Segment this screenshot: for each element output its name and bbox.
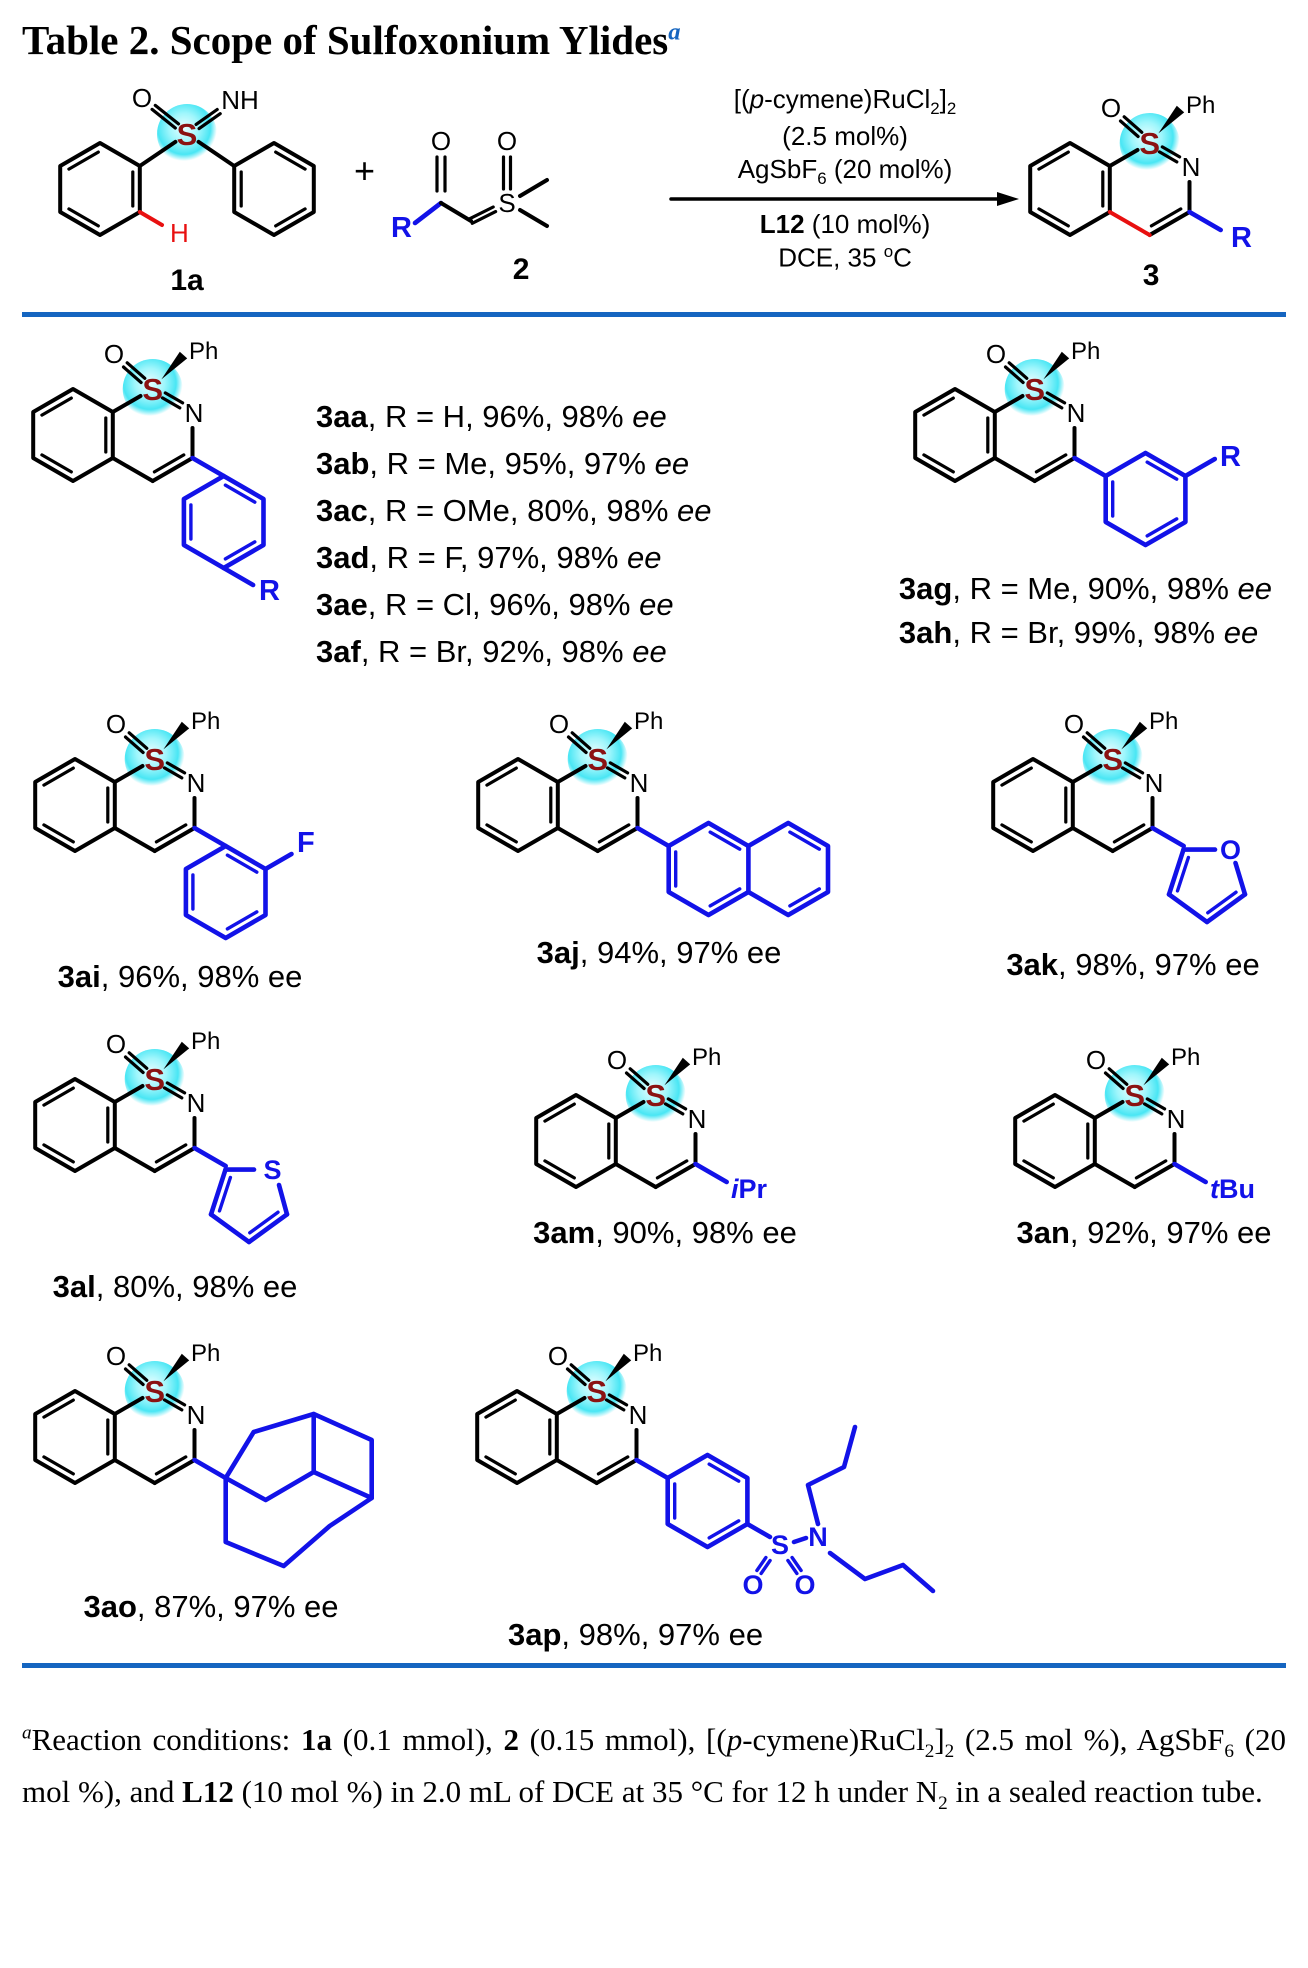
block-3ag-3ah: R 3ag, R = Me, 90%, 98% ee 3ah, R = Br, … [899, 325, 1272, 655]
block-3ai: F 3ai, 96%, 98% ee [30, 695, 330, 995]
structure-3am-isopropyl: iPr [531, 1031, 768, 1204]
plus-sign: + [354, 150, 376, 191]
structure-3ai-2-fluorophenyl: F [30, 695, 315, 941]
scope-row-2: F 3ai, 96%, 98% ee 3aj, 94%, 97% ee [22, 695, 1286, 995]
condition-catalyst: [(p-cymene)RuCl2]2 [733, 83, 957, 119]
entry-3ac: 3ac, R = OMe, 80%, 98% ee [316, 493, 712, 528]
reactant-2: R O O S 2 [377, 85, 665, 287]
block-3ak: O 3ak, 98%, 97% ee [988, 695, 1278, 983]
caption-3aj: 3aj, 94%, 97% ee [536, 935, 782, 970]
structure-3an-tert-butyl: tBu [1010, 1031, 1255, 1204]
block-3ao: 3ao, 87%, 97% ee [30, 1327, 392, 1625]
caption-3am: 3am, 90%, 98% ee [533, 1215, 797, 1250]
caption-3ao: 3ao, 87%, 97% ee [83, 1589, 339, 1624]
caption-3al: 3al, 80%, 98% ee [52, 1269, 298, 1304]
reaction-scheme: O NH S H 1a + R O O [22, 74, 1286, 298]
condition-solvent-temp: DCE, 35 oC [778, 242, 912, 273]
entries-3aa-3af: 3aa, R = H, 96%, 98% ee 3ab, R = Me, 95%… [316, 393, 712, 675]
r-group-label: R [1220, 441, 1241, 473]
structure-2-sulfoxonium-ylide: R O O S [391, 126, 550, 244]
r-group-label: R [391, 212, 412, 244]
entry-3ab: 3ab, R = Me, 95%, 97% ee [316, 446, 690, 481]
furan-oxygen-label: O [1220, 835, 1241, 865]
amine-nitrogen-label: N [808, 1522, 828, 1552]
sulfur-label: S [177, 117, 198, 152]
structure-3al-thiophen-2-yl: S [30, 1015, 290, 1245]
table-title: Table 2. Scope of Sulfoxonium Ylidesa [22, 17, 681, 63]
ortho-ch-label: H [170, 218, 189, 248]
sulfur-label: S [498, 188, 515, 218]
caption-3an: 3an, 92%, 97% ee [1016, 1215, 1272, 1250]
label-2: 2 [512, 253, 530, 286]
entry-3ag: 3ag, R = Me, 90%, 98% ee [898, 571, 1272, 606]
scope-row-1: R 3aa, R = H, 96%, 98% ee 3ab, R = Me, 9… [22, 325, 1286, 675]
structure-3ap-sulfonamide-aryl: S O O N [472, 1327, 936, 1600]
condition-catalyst-loading: (2.5 mol%) [782, 120, 908, 151]
sulfonyl-sulfur-label: S [771, 1530, 789, 1560]
block-3an: tBu 3an, 92%, 97% ee [1010, 1031, 1278, 1251]
bottom-divider [22, 1663, 1286, 1668]
condition-silver-salt: AgSbF6 (20 mol%) [737, 154, 953, 189]
tert-butyl-label: tBu [1210, 1174, 1255, 1204]
label-3: 3 [1142, 259, 1160, 292]
oxygen-label: O [132, 83, 152, 113]
caption-3ai: 3ai, 96%, 98% ee [57, 959, 303, 994]
r-group-label: R [259, 575, 280, 607]
caption-3ak: 3ak, 98%, 97% ee [1006, 947, 1260, 982]
structure-3ak-furan-2-yl: O [988, 695, 1248, 925]
sulfoxide-oxygen-label: O [497, 126, 517, 156]
r-group-label: R [1231, 222, 1252, 254]
scope-row-3: S 3al, 80%, 98% ee iPr 3am, 90%, 98% ee … [22, 1015, 1286, 1305]
structure-3ao-adamantyl [30, 1327, 374, 1569]
top-divider [22, 312, 1286, 317]
structure-3-product: R [1025, 79, 1252, 254]
entry-3af: 3af, R = Br, 92%, 98% ee [316, 634, 667, 669]
block-3am: iPr 3am, 90%, 98% ee [531, 1031, 799, 1251]
thiophene-sulfur-label: S [263, 1155, 281, 1185]
structure-3ag-3ah-meta-aryl: R [910, 325, 1241, 548]
sulfonyl-oxygen-label: O [742, 1570, 763, 1600]
block-3aj: 3aj, 94%, 97% ee [473, 695, 845, 971]
label-1a: 1a [170, 264, 204, 297]
entry-3ah: 3ah, R = Br, 99%, 98% ee [898, 615, 1259, 650]
entry-3aa: 3aa, R = H, 96%, 98% ee [316, 399, 667, 434]
reaction-arrow [669, 191, 1020, 206]
reactant-1a: O NH S H 1a [22, 74, 352, 298]
condition-ligand: L12 (10 mol%) [759, 208, 931, 239]
entries-3ag-3ah: 3ag, R = Me, 90%, 98% ee 3ah, R = Br, 99… [899, 567, 1272, 655]
entry-3ad: 3ad, R = F, 97%, 98% ee [316, 540, 662, 575]
block-3ap: S O O N 3ap, 98%, 97% ee [472, 1327, 957, 1653]
carbonyl-oxygen-label: O [431, 126, 451, 156]
entry-3ae: 3ae, R = Cl, 96%, 98% ee [316, 587, 674, 622]
caption-3ap: 3ap, 98%, 97% ee [508, 1617, 764, 1652]
structure-3aj-2-naphthyl [473, 695, 831, 918]
isopropyl-label: iPr [731, 1174, 768, 1204]
footnote: aReaction conditions: 1a (0.1 mmol), 2 (… [22, 1722, 1286, 1814]
reaction-conditions: [(p-cymene)RuCl2]2 (2.5 mol%) AgSbF6 (20… [669, 83, 1021, 275]
product-3: R 3 [1025, 79, 1277, 293]
structure-1a-sulfoximine: O NH S H [58, 83, 316, 248]
nh-label: NH [221, 85, 259, 115]
block-3al: S 3al, 80%, 98% ee [30, 1015, 320, 1305]
fluorine-label: F [297, 827, 315, 859]
sulfonyl-oxygen-label: O [794, 1570, 815, 1600]
structure-3aa-3af-para-aryl: R [28, 325, 280, 607]
scope-row-4: 3ao, 87%, 97% ee S O O N [22, 1327, 1286, 1653]
